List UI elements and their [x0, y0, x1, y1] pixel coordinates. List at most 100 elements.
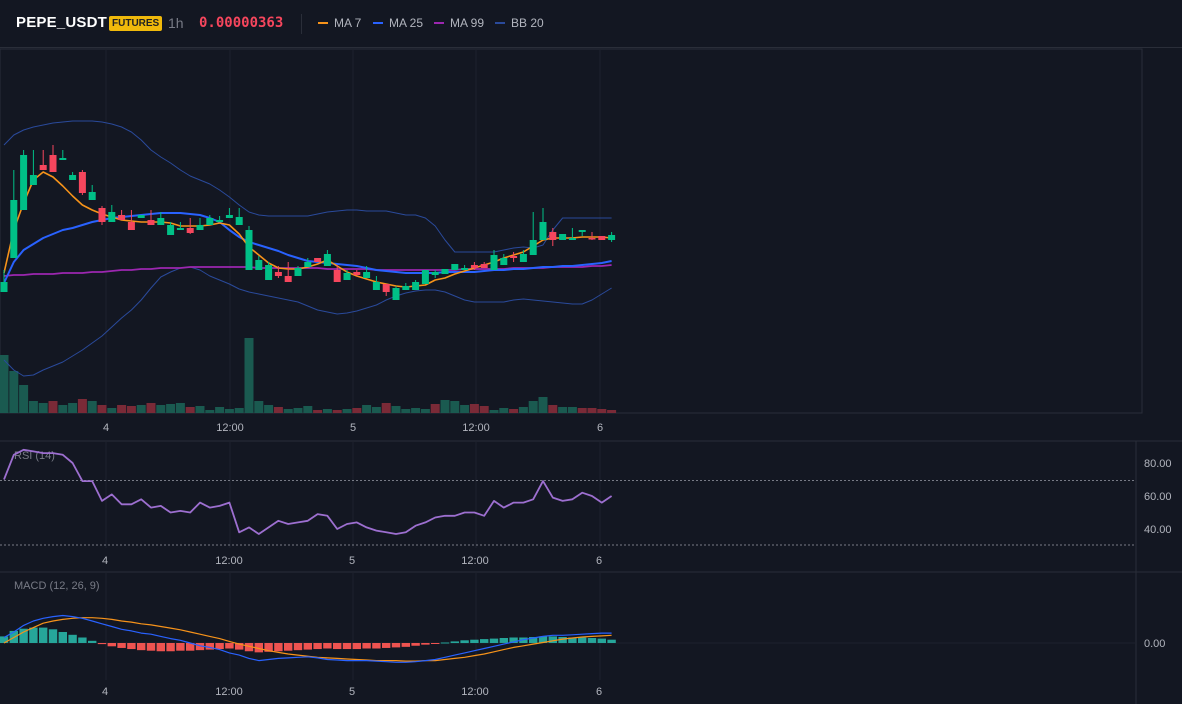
- candle-body: [323, 254, 331, 266]
- legend-ma7[interactable]: MA 7: [318, 16, 361, 30]
- x-tick-label: 12:00: [216, 422, 244, 434]
- macd-histogram-bar: [48, 629, 58, 644]
- volume-bar: [411, 408, 421, 413]
- candle-body: [59, 158, 67, 160]
- candle-body: [441, 269, 449, 274]
- legend-swatch: [373, 21, 383, 24]
- header-divider: [301, 14, 302, 34]
- rsi-x-tick-label: 12:00: [461, 555, 489, 567]
- macd-histogram-bar: [362, 643, 371, 649]
- volume-bar: [607, 410, 617, 413]
- macd-histogram-bar: [88, 640, 97, 643]
- candle-body: [559, 234, 567, 240]
- legend-swatch: [318, 21, 328, 24]
- candle-body: [412, 282, 420, 290]
- volume-bar: [87, 401, 97, 413]
- candle-body: [196, 225, 204, 230]
- candle-body: [578, 230, 586, 232]
- futures-badge: FUTURES: [109, 16, 163, 31]
- macd-histogram-bar: [137, 643, 146, 651]
- macd-histogram-bar: [264, 643, 273, 652]
- rsi-x-tick-label: 12:00: [215, 555, 243, 567]
- macd-histogram-bar: [166, 643, 175, 652]
- candle-body: [529, 240, 537, 255]
- candle-body: [69, 175, 77, 180]
- volume-bar: [215, 407, 225, 413]
- macd-signal-line: [3, 617, 612, 662]
- volume-bar: [322, 409, 332, 413]
- candle-body: [510, 256, 518, 258]
- candle-body: [372, 282, 380, 290]
- macd-histogram-bar: [215, 643, 224, 650]
- volume-bar: [371, 407, 381, 413]
- volume-bar: [48, 401, 58, 413]
- timeframe-label[interactable]: 1h: [168, 15, 184, 31]
- legend-bb20[interactable]: BB 20: [495, 16, 544, 30]
- volume-bar: [518, 407, 528, 413]
- volume-bar: [509, 409, 519, 413]
- rsi-x-tick-label: 6: [596, 555, 602, 567]
- candle-body: [216, 220, 224, 222]
- macd-histogram-bar: [58, 632, 67, 643]
- macd-histogram-bar: [274, 643, 283, 652]
- volume-bar: [479, 406, 489, 413]
- volume-bar: [567, 407, 577, 413]
- legend-label: MA 25: [389, 16, 424, 30]
- volume-bar: [264, 405, 274, 413]
- candle-body: [118, 215, 126, 220]
- volume-bar: [273, 407, 283, 413]
- macd-histogram-bar: [411, 643, 420, 646]
- volume-bar: [587, 408, 597, 413]
- macd-histogram-bar: [254, 643, 263, 653]
- macd-histogram-bar: [29, 627, 38, 643]
- x-tick-label: 5: [350, 422, 356, 434]
- volume-bar: [107, 408, 117, 413]
- macd-line: [3, 614, 612, 663]
- macd-histogram-bar: [323, 643, 332, 649]
- x-tick-label: 12:00: [462, 422, 490, 434]
- candle-body: [98, 208, 106, 222]
- macd-histogram-bar: [97, 643, 107, 645]
- volume-bar: [303, 406, 313, 413]
- candle-body: [343, 273, 351, 280]
- candle-body: [470, 265, 478, 268]
- volume-bar: [97, 405, 107, 413]
- x-tick-label: 4: [103, 422, 109, 434]
- volume-bar: [185, 407, 195, 413]
- legend-ma99[interactable]: MA 99: [434, 16, 484, 30]
- macd-histogram-bar: [293, 643, 303, 651]
- macd-histogram-bar: [313, 643, 322, 650]
- candle-body: [519, 254, 527, 262]
- candle-body: [225, 215, 233, 218]
- macd-histogram-bar: [342, 643, 352, 650]
- candle-body: [294, 268, 302, 276]
- rsi-y-tick: 80.00: [1144, 458, 1172, 470]
- rsi-y-tick: 60.00: [1144, 491, 1172, 503]
- macd-histogram-bar: [421, 643, 430, 645]
- volume-bar: [146, 403, 156, 413]
- candle-body: [245, 230, 253, 270]
- legend-ma25[interactable]: MA 25: [373, 16, 423, 30]
- macd-histogram-bar: [176, 643, 185, 651]
- volume-bar: [362, 405, 372, 413]
- candle-body: [461, 268, 469, 270]
- candle-body: [255, 260, 263, 270]
- candle-body: [490, 255, 498, 270]
- macd-histogram-bar: [244, 643, 254, 652]
- volume-bar: [489, 410, 499, 413]
- candle-body: [0, 282, 8, 292]
- candle-body: [353, 272, 361, 275]
- volume-bar: [460, 405, 470, 413]
- macd-histogram-bar: [529, 637, 538, 644]
- legend-label: MA 7: [334, 16, 362, 30]
- candle-body: [608, 235, 616, 240]
- candle-body: [206, 218, 214, 225]
- symbol-name[interactable]: PEPE_USDT: [16, 14, 107, 31]
- candle-body: [382, 284, 390, 292]
- macd-x-tick-label: 4: [102, 686, 108, 698]
- volume-bar: [440, 400, 450, 413]
- volume-bar: [420, 409, 430, 413]
- macd-histogram-bar: [597, 638, 606, 643]
- macd-x-tick-label: 12:00: [461, 686, 489, 698]
